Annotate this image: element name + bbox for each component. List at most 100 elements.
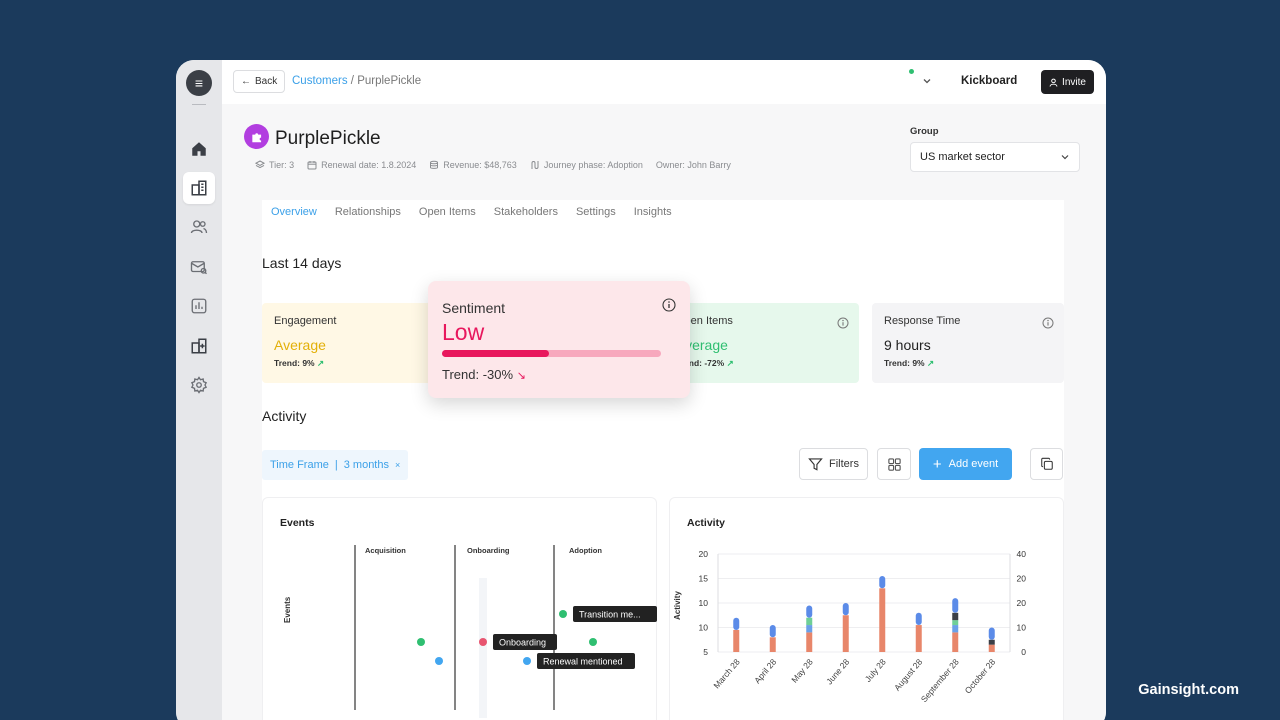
engagement-card[interactable]: Engagement Average Trend: 9% ↗ — [262, 303, 458, 383]
tab-overview[interactable]: Overview — [271, 206, 317, 218]
activity-title: Activity — [262, 408, 307, 424]
tab-settings[interactable]: Settings — [575, 206, 616, 218]
invite-button[interactable]: Invite — [1041, 70, 1094, 94]
event-dot[interactable] — [417, 638, 425, 646]
back-button-label: Back — [255, 76, 278, 87]
bar-segment — [988, 627, 995, 640]
trend-down-icon: ↘ — [516, 370, 526, 382]
meta-journey-text: Journey phase: Adoption — [543, 160, 643, 170]
bar-segment — [952, 598, 959, 613]
events-chart: Acquisition Onboarding Adoption Events T… — [283, 545, 657, 718]
y-tick-label: 10 — [699, 598, 709, 608]
sidebar-item-home[interactable] — [183, 133, 215, 165]
tab-insights[interactable]: Insights — [633, 206, 672, 218]
info-icon[interactable] — [837, 317, 849, 329]
open-items-card[interactable]: Open Items Average Trend: -72% ↗ — [664, 303, 859, 383]
event-dot[interactable] — [523, 657, 531, 665]
bar-segment — [952, 632, 959, 652]
event-tooltip — [537, 653, 635, 669]
time-frame-filter-chip[interactable]: Time Frame | 3 months × — [262, 450, 409, 480]
meta-renewal: Renewal date: 1.8.2024 — [307, 160, 416, 170]
group-select-value: US market sector — [920, 151, 1005, 163]
event-dot[interactable] — [479, 638, 487, 646]
journey-icon — [531, 161, 539, 169]
sidebar-item-settings[interactable] — [183, 369, 215, 401]
filters-button[interactable]: Filters — [799, 448, 868, 480]
tab-open-items[interactable]: Open Items — [418, 206, 476, 218]
sidebar-item-add-company[interactable] — [183, 330, 215, 362]
event-dot[interactable] — [559, 610, 567, 618]
y2-tick-label: 40 — [1017, 549, 1027, 559]
breadcrumb-separator: / — [347, 75, 358, 87]
filter-icon — [808, 457, 823, 471]
close-icon[interactable]: × — [394, 460, 401, 470]
events-y-axis-label: Events — [283, 596, 292, 623]
customer-name: PurplePickle — [275, 128, 381, 149]
bar-segment — [952, 625, 959, 633]
grid-view-button[interactable] — [877, 448, 911, 480]
open-items-trend: Trend: -72% ↗ — [676, 358, 847, 369]
info-icon[interactable] — [662, 298, 676, 312]
sidebar-item-customers[interactable] — [183, 172, 215, 204]
bar-segment — [806, 632, 813, 652]
trend-up-icon: ↗ — [317, 358, 325, 368]
response-time-value: 9 hours — [884, 337, 931, 353]
info-icon[interactable] — [1042, 317, 1054, 329]
y-tick-label: 10 — [699, 623, 709, 633]
engagement-trend-text: Trend: 9% — [274, 358, 315, 368]
add-event-button[interactable]: + Add event — [919, 448, 1012, 480]
response-time-title: Response Time — [884, 315, 961, 327]
home-icon — [192, 142, 206, 156]
engagement-value: Average — [274, 337, 326, 353]
open-items-trend-text: Trend: -72% — [676, 358, 725, 368]
y2-tick-label: 20 — [1017, 574, 1027, 584]
bar-segment — [915, 625, 922, 652]
sentiment-trend: Trend: -30% ↘ — [442, 367, 676, 382]
activity-bar-chart: 20 40 15 20 10 20 10 10 5 0 Activity March 28 April … — [673, 549, 1027, 705]
x-tick-label: September 28 — [919, 657, 961, 705]
group-label: Group — [910, 126, 939, 137]
arrow-left-icon: ← — [241, 76, 251, 87]
sidebar-item-mail[interactable] — [183, 251, 215, 283]
customer-meta-row: Tier: 3 Renewal date: 1.8.2024 Revenue: … — [255, 160, 731, 170]
bar-segment — [769, 625, 776, 638]
bar-segment — [806, 625, 813, 633]
bar-segment — [733, 617, 740, 630]
customer-logo — [244, 124, 269, 149]
trend-up-icon: ↗ — [927, 358, 935, 368]
chevron-down-icon[interactable] — [922, 76, 932, 86]
events-panel-title: Events — [280, 517, 315, 529]
breadcrumb-customers-link[interactable]: Customers — [292, 75, 348, 87]
x-tick-label: October 28 — [963, 657, 998, 696]
tab-relationships[interactable]: Relationships — [334, 206, 401, 218]
event-dot[interactable] — [589, 638, 597, 646]
calendar-icon — [307, 161, 317, 170]
tab-stakeholders[interactable]: Stakeholders — [493, 206, 558, 218]
meta-tier-text: Tier: 3 — [269, 160, 295, 170]
group-select[interactable]: US market sector — [910, 142, 1080, 172]
bar-segment — [733, 629, 740, 652]
bar-segment — [842, 603, 849, 616]
event-tooltip-text: Onboarding — [499, 638, 546, 648]
organization-name[interactable]: Kickboard — [961, 75, 1018, 87]
online-status-dot — [909, 69, 914, 74]
y2-tick-label: 10 — [1017, 623, 1027, 633]
back-button[interactable]: ← Back — [233, 70, 286, 93]
breadcrumb: Customers / PurplePickle — [292, 75, 421, 87]
app-logo[interactable]: ≡ — [186, 70, 212, 96]
sidebar-item-reports[interactable] — [183, 290, 215, 322]
event-dot[interactable] — [435, 657, 443, 665]
coins-icon — [430, 160, 439, 169]
gear-icon — [190, 376, 208, 394]
bar-segment — [769, 637, 776, 652]
sidebar-item-users[interactable] — [183, 211, 215, 243]
bar-segment — [952, 620, 959, 626]
copy-button[interactable] — [1030, 448, 1063, 480]
sentiment-card[interactable]: Sentiment Low Trend: -30% ↘ — [428, 281, 690, 398]
bar-segment — [988, 639, 995, 645]
response-time-trend: Trend: 9% ↗ — [884, 358, 1052, 369]
response-time-card[interactable]: Response Time 9 hours Trend: 9% ↗ — [872, 303, 1064, 383]
y-tick-label: 20 — [699, 549, 709, 559]
open-items-title: Open Items — [676, 315, 733, 327]
x-tick-label: June 28 — [824, 657, 851, 687]
